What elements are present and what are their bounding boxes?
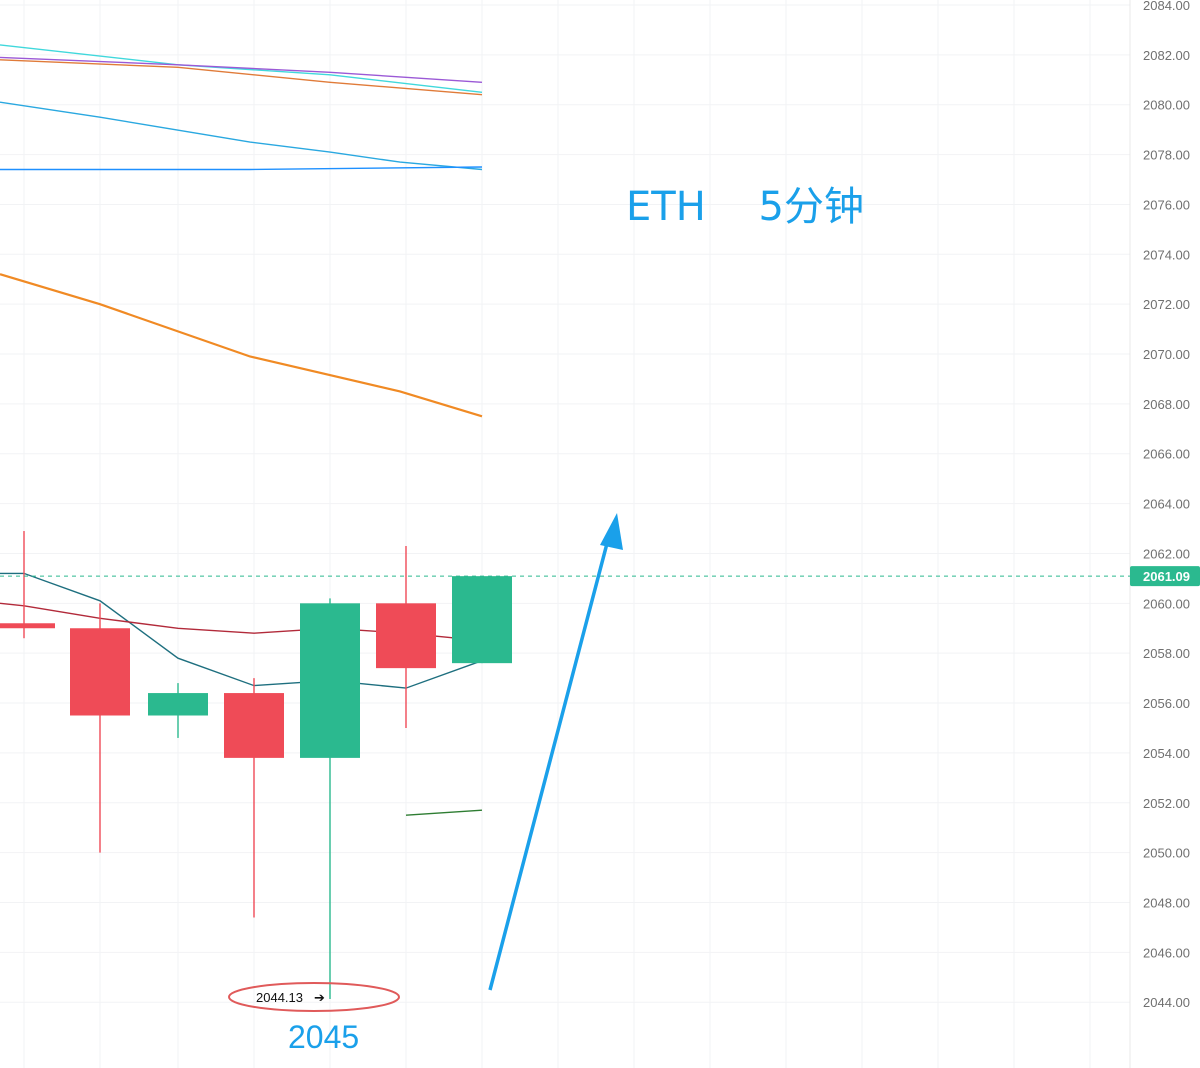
y-tick-label: 2072.00 [1143, 297, 1190, 312]
ma-line [0, 101, 483, 171]
y-tick-label: 2054.00 [1143, 746, 1190, 761]
y-tick-label: 2056.00 [1143, 696, 1190, 711]
low-price-label: 2044.13 [256, 990, 303, 1005]
y-tick-label: 2050.00 [1143, 846, 1190, 861]
y-tick-label: 2070.00 [1143, 347, 1190, 362]
candle [452, 576, 512, 664]
y-tick-label: 2074.00 [1143, 247, 1190, 262]
annotation-2045: 2045 [288, 1019, 359, 1055]
candle-body [224, 693, 284, 758]
candles [0, 531, 512, 999]
y-axis: 2084.00 2082.00 2080.00 2078.00 2076.00 2074.… [1143, 0, 1190, 1010]
y-tick-label: 2082.00 [1143, 48, 1190, 63]
y-tick-label: 2076.00 [1143, 197, 1190, 212]
arrow-annotation [488, 513, 623, 991]
y-tick-label: 2064.00 [1143, 497, 1190, 512]
candle [148, 683, 208, 738]
candle [0, 531, 55, 639]
candle-body [70, 628, 130, 716]
y-tick-label: 2044.00 [1143, 995, 1190, 1010]
low-highlight-ellipse [228, 982, 400, 1012]
y-tick-label: 2078.00 [1143, 148, 1190, 163]
ma-line [0, 166, 483, 171]
y-tick-label: 2068.00 [1143, 397, 1190, 412]
ma-line [0, 273, 483, 418]
y-tick-label: 2048.00 [1143, 895, 1190, 910]
y-tick-label: 2084.00 [1143, 0, 1190, 13]
candle [376, 545, 436, 728]
y-tick-label: 2080.00 [1143, 98, 1190, 113]
low-arrow-icon: ➔ [314, 990, 325, 1005]
ma-line [0, 59, 483, 96]
last-price-label: 2061.09 [1143, 569, 1190, 584]
candle [224, 678, 284, 918]
y-tick-label: 2052.00 [1143, 796, 1190, 811]
y-tick-label: 2066.00 [1143, 447, 1190, 462]
grid [0, 0, 1131, 1068]
chart-title: ETH 5分钟 [626, 184, 864, 230]
candle-body [376, 603, 436, 669]
candle [300, 598, 360, 999]
ma-line [405, 809, 483, 816]
arrow-head-icon [600, 513, 623, 550]
candle-body [148, 693, 208, 716]
candle [70, 603, 130, 853]
candle-body [452, 576, 512, 664]
ma-line [0, 56, 483, 83]
arrow-shaft [488, 531, 612, 991]
y-tick-label: 2060.00 [1143, 596, 1190, 611]
low-marker: 2044.13 ➔ [228, 982, 400, 1012]
ma-line [0, 44, 483, 93]
y-tick-label: 2058.00 [1143, 646, 1190, 661]
last-price-tag: 2061.09 [1130, 566, 1200, 587]
ma-line [0, 572, 483, 689]
candle-body [300, 603, 360, 758]
y-tick-label: 2062.00 [1143, 546, 1190, 561]
candle-body [0, 623, 55, 629]
y-tick-label: 2046.00 [1143, 945, 1190, 960]
